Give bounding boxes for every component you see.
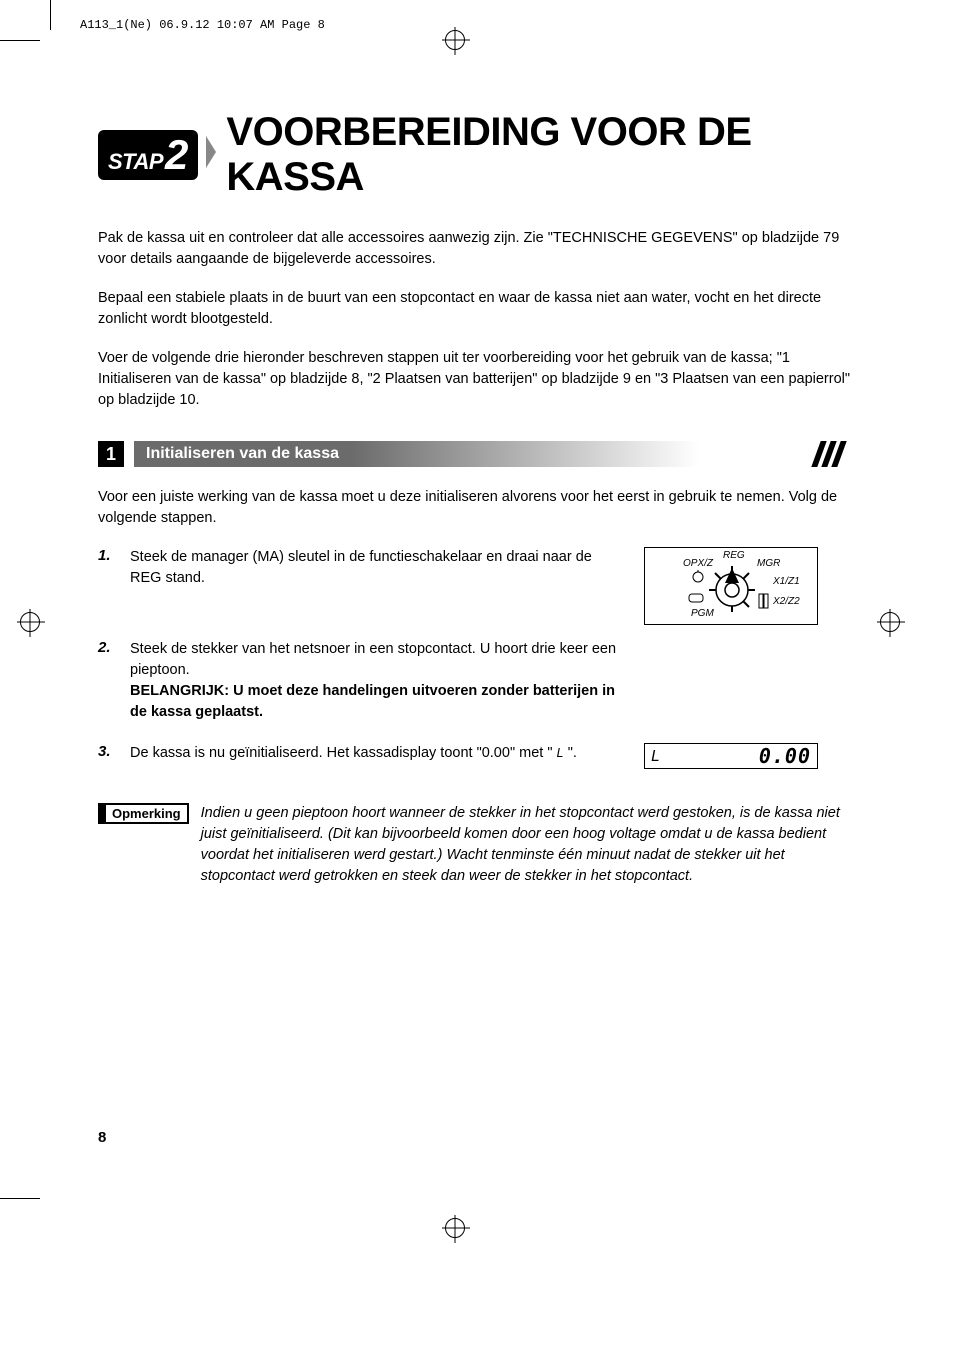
dial-label-pgm: PGM [691,608,714,619]
step-text: Steek de stekker van het netsnoer in een… [130,639,630,723]
crop-mark [0,40,40,41]
step-number: 2 [165,134,188,176]
step-text-pre: De kassa is nu geïnitialiseerd. Het kass… [130,745,557,761]
page-content: STAP 2 VOORBEREIDING VOOR DE KASSA Pak d… [98,110,856,887]
step-num: 3. [98,743,116,760]
display-figure: L 0.00 [644,743,818,769]
page-number: 8 [98,1129,106,1146]
step-num: 1. [98,547,116,564]
step-word: STAP [108,149,163,175]
intro-para-3: Voer de volgende drie hieronder beschrev… [98,348,856,411]
note-badge: Opmerking [98,803,189,824]
section-intro: Voor een juiste werking van de kassa moe… [98,487,856,529]
step-row-3: 3. De kassa is nu geïnitialiseerd. Het k… [98,743,856,769]
intro-para-1: Pak de kassa uit en controleer dat alle … [98,228,856,270]
title-row: STAP 2 VOORBEREIDING VOOR DE KASSA [98,110,856,200]
dial-label-opxz: OPX/Z [683,558,713,569]
step-text: Steek de manager (MA) sleutel in de func… [130,547,630,589]
dial-label-x2z2: X2/Z2 [773,596,800,607]
step-row-2: 2. Steek de stekker van het netsnoer in … [98,639,856,723]
crop-mark [50,0,51,30]
section-title: Initialiseren van de kassa [134,441,351,467]
display-left: L [651,747,660,765]
section-heading-bar: 1 Initialiseren van de kassa [98,441,856,467]
registration-mark [445,30,465,50]
stripes-icon [811,441,860,467]
step-text: De kassa is nu geïnitialiseerd. Het kass… [130,743,630,764]
registration-mark [880,612,900,632]
dial-figure: REG OPX/Z MGR X1/Z1 X2/Z2 PGM [644,547,818,625]
step-badge: STAP 2 [98,130,198,180]
note-text: Indien u geen pieptoon hoort wanneer de … [201,803,856,887]
step-text-bold: BELANGRIJK: U moet deze handelingen uitv… [130,683,615,720]
l-glyph-icon: L [557,746,564,760]
step-text-main: Steek de stekker van het netsnoer in een… [130,641,616,678]
note-row: Opmerking Indien u geen pieptoon hoort w… [98,803,856,887]
step-row-1: 1. Steek de manager (MA) sleutel in de f… [98,547,856,625]
crop-mark [0,1198,40,1199]
chevron-right-icon [206,136,216,168]
page-header-slug: A113_1(Ne) 06.9.12 10:07 AM Page 8 [80,18,325,32]
intro-para-2: Bepaal een stabiele plaats in de buurt v… [98,288,856,330]
dial-label-x1z1: X1/Z1 [773,576,800,587]
step-num: 2. [98,639,116,656]
dial-label-mgr: MGR [757,558,780,569]
dial-label-reg: REG [723,550,745,561]
display-value: 0.00 [759,744,811,768]
step-text-post: ". [564,745,577,761]
registration-mark [20,612,40,632]
main-title: VOORBEREIDING VOOR DE KASSA [226,110,856,200]
section-number: 1 [98,441,124,467]
registration-mark [445,1218,465,1238]
